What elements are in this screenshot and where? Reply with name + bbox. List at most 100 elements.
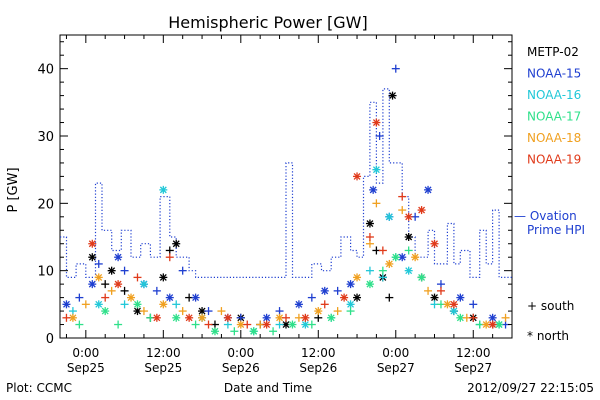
point-noaa-17-north [288, 320, 297, 329]
legend-model-line-1: — Ovation [514, 209, 577, 223]
point-noaa-18-south [107, 286, 116, 295]
point-noaa-19-south [320, 300, 329, 309]
point-noaa-19-north [417, 206, 426, 215]
point-noaa-18-south [372, 199, 381, 208]
point-noaa-19-north [301, 313, 310, 322]
x-tick-label-time: 12:00 [456, 346, 491, 360]
point-noaa-15-south [333, 286, 342, 295]
x-tick-label-time: 12:00 [301, 346, 336, 360]
point-noaa-17-north [495, 320, 504, 329]
point-noaa-15-south [178, 266, 187, 275]
point-noaa-18-south [398, 206, 407, 215]
point-noaa-15-south [75, 293, 84, 302]
y-tick-label: 40 [37, 63, 54, 78]
point-metp-02-south [101, 280, 110, 289]
point-noaa-19-north [152, 313, 161, 322]
y-axis-label: P [GW] [6, 167, 21, 212]
point-noaa-19-south [204, 320, 213, 329]
x-tick-label-date: Sep25 [144, 361, 182, 375]
point-noaa-15-south [275, 307, 284, 316]
point-noaa-19-north [372, 118, 381, 127]
plot-timestamp: 2012/09/27 22:15:05 [467, 381, 594, 395]
point-noaa-15-south [120, 266, 129, 275]
point-noaa-17-south [307, 320, 316, 329]
point-noaa-18-south [333, 307, 342, 316]
point-noaa-16-south [68, 307, 77, 316]
x-tick-label-time: 0:00 [72, 346, 99, 360]
point-noaa-19-north [262, 320, 271, 329]
point-noaa-15-north [294, 300, 303, 309]
point-noaa-16-south [120, 300, 129, 309]
point-noaa-16-south [365, 266, 374, 275]
point-noaa-17-north [172, 313, 181, 322]
plot-frame [59, 34, 513, 339]
x-tick-label-time: 12:00 [146, 346, 181, 360]
x-tick-label-date: Sep25 [67, 361, 105, 375]
point-noaa-19-north [404, 212, 413, 221]
point-noaa-19-north [185, 313, 194, 322]
legend-item-noaa-19: NOAA-19 [527, 153, 581, 167]
point-noaa-15-north [320, 286, 329, 295]
point-metp-02-north [430, 293, 439, 302]
point-metp-02-north [388, 91, 397, 100]
x-axis-label: Date and Time [224, 381, 312, 395]
point-noaa-18-south [501, 313, 510, 322]
point-noaa-17-south [269, 327, 278, 336]
point-noaa-17-north [417, 273, 426, 282]
point-noaa-18-north [314, 307, 323, 316]
legend-item-noaa-15: NOAA-15 [527, 67, 581, 81]
point-metp-02-south [165, 246, 174, 255]
point-noaa-16-north [139, 280, 148, 289]
point-noaa-17-south [404, 246, 413, 255]
point-noaa-15-north [488, 313, 497, 322]
legend-item-metp-02: METP-02 [527, 45, 579, 59]
point-noaa-19-north [430, 239, 439, 248]
data-points [62, 64, 510, 336]
point-noaa-16-north [346, 300, 355, 309]
point-noaa-17-north [327, 313, 336, 322]
point-noaa-15-south [152, 286, 161, 295]
point-noaa-18-north [68, 313, 77, 322]
point-metp-02-north [353, 293, 362, 302]
point-metp-02-north [365, 219, 374, 228]
point-noaa-18-south [424, 286, 433, 295]
point-noaa-19-north [223, 313, 232, 322]
point-noaa-18-south [217, 307, 226, 316]
point-noaa-15-south [436, 280, 445, 289]
point-noaa-19-south [398, 192, 407, 201]
x-tick-label-time: 0:00 [227, 346, 254, 360]
point-noaa-16-north [372, 165, 381, 174]
series-noaa-16 [68, 165, 504, 336]
point-metp-02-north [88, 253, 97, 262]
point-noaa-19-south [436, 286, 445, 295]
point-noaa-19-south [165, 253, 174, 262]
point-noaa-15-south [94, 259, 103, 268]
point-metp-02-north [159, 273, 168, 282]
point-noaa-17-south [378, 266, 387, 275]
point-noaa-16-south [378, 273, 387, 282]
point-noaa-17-south [114, 320, 123, 329]
point-noaa-16-north [404, 266, 413, 275]
point-metp-02-north [172, 239, 181, 248]
legend-model-line-2: Prime HPI [527, 223, 585, 237]
point-noaa-19-north [449, 300, 458, 309]
point-noaa-18-north [411, 253, 420, 262]
point-noaa-19-south [133, 273, 142, 282]
point-metp-02-north [404, 233, 413, 241]
point-noaa-19-north [353, 172, 362, 181]
point-noaa-19-north [488, 320, 497, 329]
point-noaa-15-south [236, 313, 245, 322]
point-noaa-17-north [249, 327, 258, 336]
y-axis: 0 10 20 30 40 [37, 41, 512, 347]
point-noaa-16-south [223, 320, 232, 329]
point-noaa-18-south [178, 307, 187, 316]
point-noaa-15-north [424, 185, 433, 194]
point-noaa-15-north [191, 293, 200, 302]
point-noaa-17-north [365, 280, 374, 289]
series-noaa-17 [75, 246, 504, 336]
legend-item-noaa-16: NOAA-16 [527, 88, 581, 102]
point-noaa-16-north [159, 185, 168, 194]
x-tick-label-date: Sep26 [222, 361, 260, 375]
point-noaa-17-south [230, 327, 239, 336]
y-tick-label: 0 [46, 332, 54, 347]
